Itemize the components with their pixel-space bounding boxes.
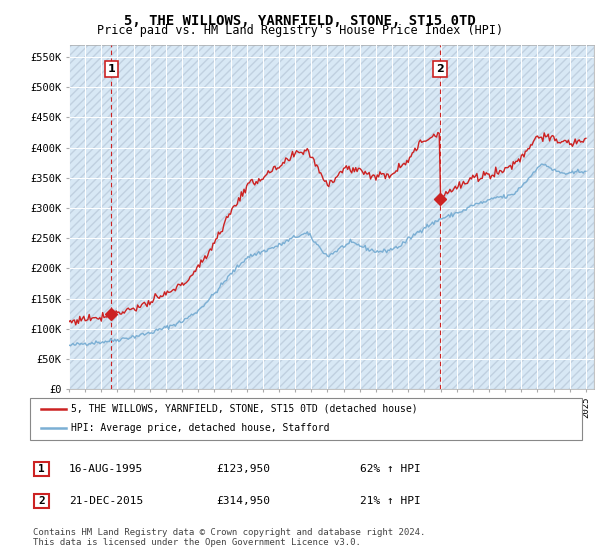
Text: 1: 1 [38,464,45,474]
Text: £123,950: £123,950 [216,464,270,474]
Text: £314,950: £314,950 [216,496,270,506]
Bar [69,45,594,389]
Text: HPI: Average price, detached house, Stafford: HPI: Average price, detached house, Staf… [71,423,330,433]
Text: 16-AUG-1995: 16-AUG-1995 [69,464,143,474]
Text: 1: 1 [107,64,115,74]
Text: 2: 2 [38,496,45,506]
Text: 2: 2 [436,64,444,74]
Text: 5, THE WILLOWS, YARNFIELD, STONE, ST15 0TD (detached house): 5, THE WILLOWS, YARNFIELD, STONE, ST15 0… [71,404,418,414]
Text: 5, THE WILLOWS, YARNFIELD, STONE, ST15 0TD: 5, THE WILLOWS, YARNFIELD, STONE, ST15 0… [124,14,476,28]
Text: 21% ↑ HPI: 21% ↑ HPI [360,496,421,506]
Text: 21-DEC-2015: 21-DEC-2015 [69,496,143,506]
Text: 62% ↑ HPI: 62% ↑ HPI [360,464,421,474]
Text: Price paid vs. HM Land Registry's House Price Index (HPI): Price paid vs. HM Land Registry's House … [97,24,503,37]
Text: Contains HM Land Registry data © Crown copyright and database right 2024.
This d: Contains HM Land Registry data © Crown c… [33,528,425,547]
